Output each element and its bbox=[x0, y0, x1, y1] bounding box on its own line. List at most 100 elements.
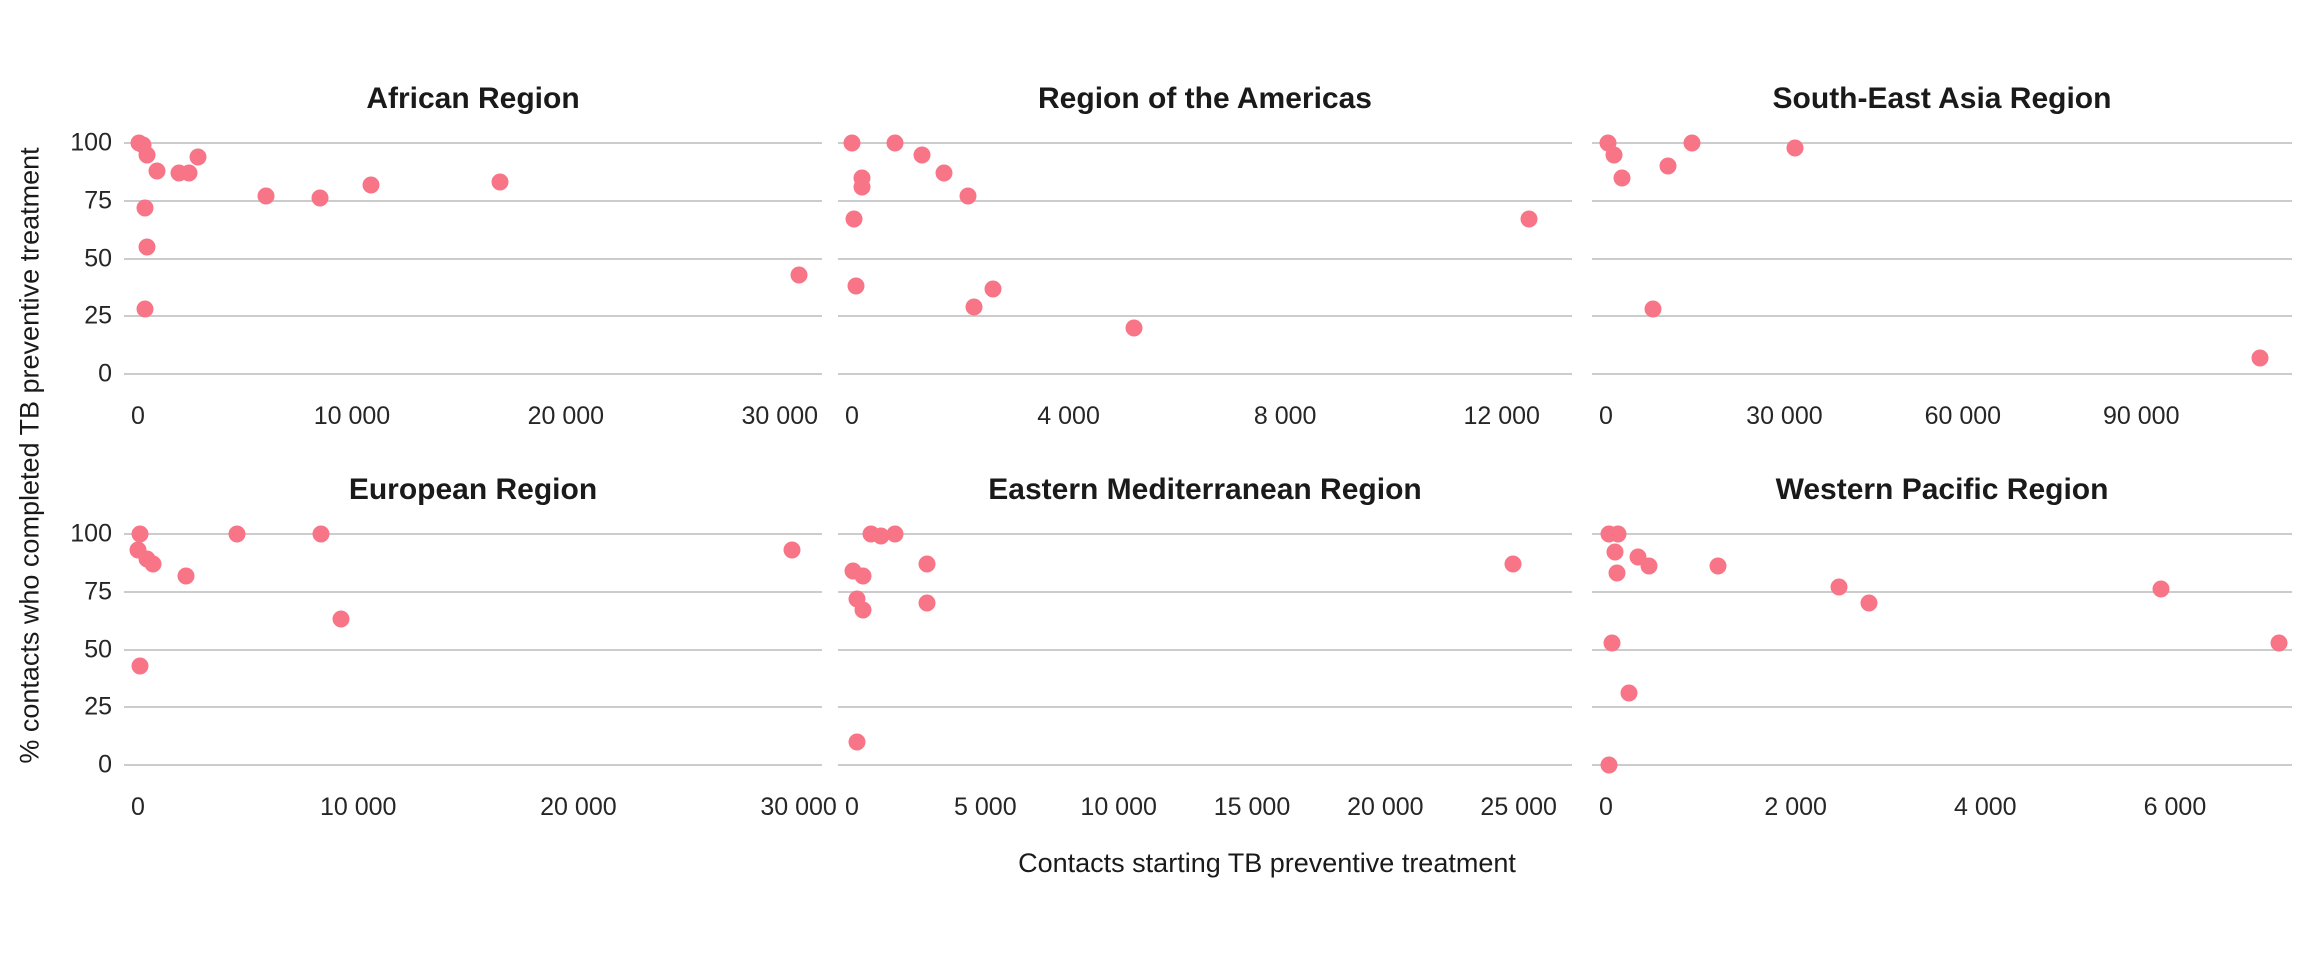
data-point bbox=[853, 178, 871, 196]
data-point bbox=[918, 594, 936, 612]
x-tick-label: 5 000 bbox=[954, 793, 1017, 821]
gridline-y-75 bbox=[1592, 199, 2292, 202]
panel-western-pacific-region: Western Pacific Region 0 2 000 4 000 6 000 bbox=[1592, 473, 2292, 821]
gridline-y-75 bbox=[124, 590, 822, 593]
data-point bbox=[935, 164, 953, 182]
x-tick-label: 0 bbox=[845, 793, 859, 821]
data-point bbox=[886, 525, 904, 543]
y-tick-label: 100 bbox=[70, 519, 112, 548]
panel-region-of-the-americas: Region of the Americas 0 4 000 8 000 12 000 bbox=[838, 82, 1572, 430]
x-tick-label: 4 000 bbox=[1954, 793, 2017, 821]
x-tick-label: 20 000 bbox=[527, 402, 605, 430]
data-point bbox=[136, 300, 154, 318]
x-axis-title: Contacts starting TB preventive treatmen… bbox=[1018, 848, 1516, 878]
x-tick-label: 10 000 bbox=[313, 402, 391, 430]
data-point bbox=[362, 176, 380, 194]
data-point bbox=[138, 146, 156, 164]
x-tick-label: 0 bbox=[131, 793, 145, 821]
y-tick-label: 0 bbox=[98, 359, 112, 388]
x-tick-label: 60 000 bbox=[1924, 402, 2002, 430]
panel-eastern-mediterranean-region: Eastern Mediterranean Region 0 5 000 10 000… bbox=[838, 473, 1572, 821]
data-point bbox=[1830, 578, 1848, 596]
y-tick-label: 50 bbox=[84, 244, 112, 272]
gridline-y-100 bbox=[1592, 533, 2292, 535]
x-tick-label: 6 000 bbox=[2143, 793, 2207, 821]
panel-title: African Region bbox=[366, 82, 580, 115]
data-point bbox=[1683, 134, 1701, 152]
gridline-y-75 bbox=[838, 590, 1572, 593]
data-point bbox=[872, 527, 890, 545]
data-point bbox=[843, 134, 861, 152]
data-point bbox=[1504, 555, 1522, 573]
x-tick-label: 90 000 bbox=[2103, 402, 2180, 430]
data-point bbox=[180, 164, 198, 182]
gridline-y-25 bbox=[1592, 315, 2292, 318]
data-point bbox=[136, 199, 154, 217]
data-point bbox=[1786, 139, 1804, 157]
x-tick-label: 0 bbox=[131, 402, 145, 430]
x-tick-label: 10 000 bbox=[1080, 793, 1157, 821]
y-tick-label: 25 bbox=[84, 692, 112, 721]
gridline-y-25 bbox=[838, 706, 1572, 709]
data-point bbox=[918, 555, 936, 573]
x-tick-label: 2 000 bbox=[1764, 793, 1827, 821]
y-tick-label: 75 bbox=[84, 577, 112, 606]
gridline-y-25 bbox=[124, 315, 822, 318]
gridline-y-0 bbox=[124, 764, 822, 766]
y-tick-label: 25 bbox=[84, 301, 112, 330]
data-point bbox=[311, 189, 329, 207]
x-tick-label: 0 bbox=[1599, 793, 1613, 821]
panel-african-region: African Region 100 75 50 25 0 0 10 000 20 000 30 … bbox=[70, 82, 822, 430]
data-point bbox=[312, 525, 330, 543]
gridline-y-25 bbox=[838, 315, 1572, 318]
panel-title: Region of the Americas bbox=[1038, 82, 1372, 115]
x-tick-label: 10 000 bbox=[319, 793, 397, 821]
gridline-y-25 bbox=[1592, 706, 2292, 709]
data-point bbox=[189, 148, 207, 166]
y-tick-label: 0 bbox=[98, 750, 112, 779]
data-point bbox=[228, 525, 246, 543]
y-axis-title-text: % contacts who completed TB preventive t… bbox=[14, 146, 45, 764]
x-tick-label: 30 000 bbox=[741, 402, 818, 430]
gridline-y-50 bbox=[1592, 648, 2292, 651]
data-point bbox=[1605, 146, 1623, 164]
x-tick-label: 0 bbox=[845, 402, 859, 430]
gridline-y-50 bbox=[1592, 257, 2292, 260]
x-tick-label: 20 000 bbox=[540, 793, 617, 821]
x-tick-label: 20 000 bbox=[1347, 793, 1424, 821]
data-point bbox=[1520, 210, 1538, 228]
x-tick-label: 25 000 bbox=[1480, 793, 1557, 821]
panel-title: European Region bbox=[348, 473, 598, 506]
gridline-y-100 bbox=[124, 142, 822, 144]
data-point bbox=[144, 555, 162, 573]
y-axis-title: % contacts who completed TB preventive t… bbox=[10, 60, 50, 850]
data-point bbox=[886, 134, 904, 152]
gridline-y-50 bbox=[838, 257, 1572, 260]
gridline-y-50 bbox=[124, 648, 822, 651]
gridline-y-100 bbox=[1592, 142, 2292, 144]
data-point bbox=[257, 187, 275, 205]
data-point bbox=[1860, 594, 1878, 612]
data-point bbox=[854, 567, 872, 585]
data-point bbox=[854, 601, 872, 619]
data-point bbox=[138, 238, 156, 256]
gridline-y-75 bbox=[1592, 590, 2292, 593]
data-point bbox=[177, 567, 195, 585]
data-point bbox=[1606, 543, 1624, 561]
gridline-y-100 bbox=[838, 142, 1572, 144]
x-tick-label: 4 000 bbox=[1037, 402, 1100, 430]
y-tick-label: 50 bbox=[84, 635, 112, 663]
data-point bbox=[1603, 634, 1621, 652]
data-point bbox=[2270, 634, 2288, 652]
gridline-y-0 bbox=[838, 373, 1572, 375]
gridline-y-100 bbox=[124, 533, 822, 535]
gridline-y-0 bbox=[1592, 373, 2292, 375]
panel-title: South-East Asia Region bbox=[1772, 82, 2112, 115]
gridline-y-100 bbox=[838, 533, 1572, 535]
data-point bbox=[1609, 525, 1627, 543]
data-point bbox=[148, 162, 166, 180]
data-point bbox=[332, 610, 350, 628]
data-point bbox=[1600, 756, 1618, 774]
data-point bbox=[790, 266, 808, 284]
